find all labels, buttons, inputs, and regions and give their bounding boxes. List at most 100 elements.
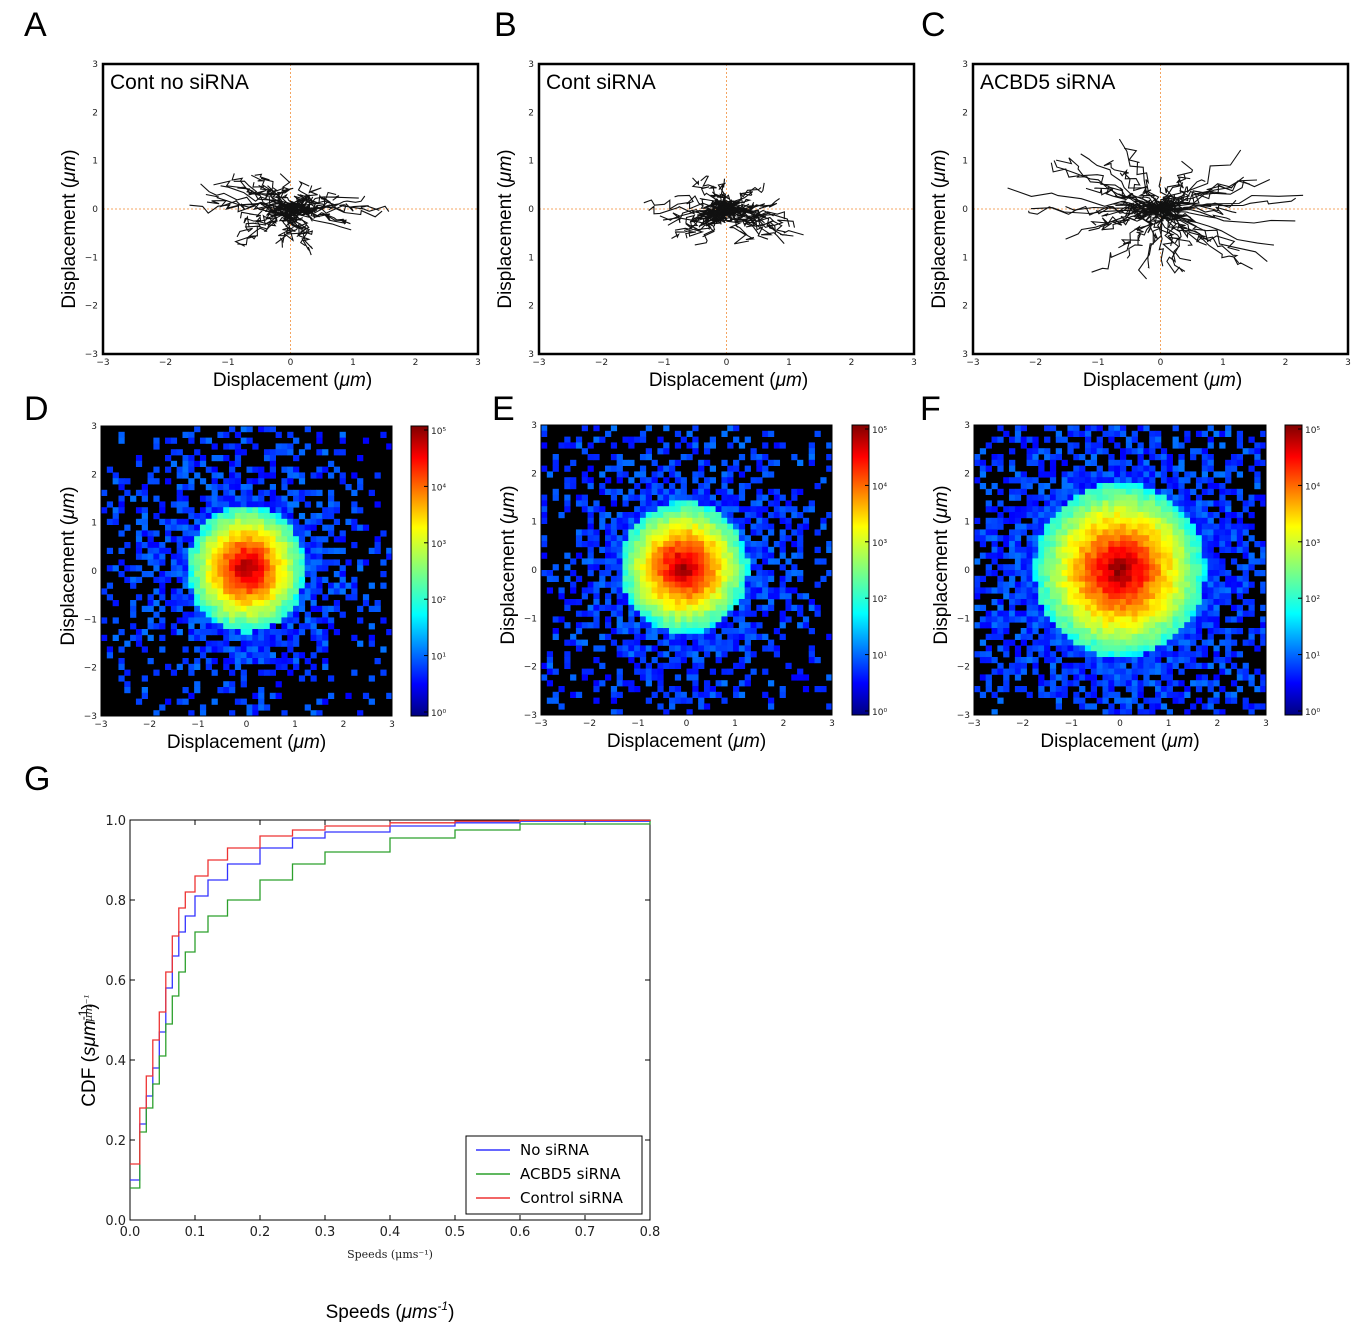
heatmap-cell (628, 564, 635, 571)
heatmap-cell (1149, 610, 1156, 617)
heatmap-cell (252, 617, 259, 624)
heatmap-cell (1137, 535, 1144, 542)
heatmap-cell (1201, 541, 1208, 548)
heatmap-cell (275, 530, 282, 537)
heatmap-cell (692, 535, 699, 542)
trajectory (1091, 208, 1161, 273)
heatmap-cell (541, 662, 548, 669)
y-tick-label: 0 (964, 566, 970, 576)
heatmap-cell (211, 617, 218, 624)
heatmap-cell (1149, 541, 1156, 548)
heatmap-cell (997, 436, 1004, 443)
heatmap-cell (1248, 604, 1255, 611)
heatmap-cell (616, 651, 623, 658)
heatmap-cell (1166, 610, 1173, 617)
heatmap-cell (1102, 691, 1109, 698)
y-tick-label: 1 (91, 519, 97, 529)
x-tick-label: 0.4 (380, 1225, 401, 1240)
heatmap-cell (199, 530, 207, 537)
trajectory (213, 180, 291, 210)
heatmap-cell (170, 437, 178, 444)
heatmap-cell (287, 571, 294, 578)
heatmap-cell (1061, 500, 1068, 507)
heatmap-cell (733, 645, 740, 652)
heatmap-cell (663, 488, 670, 495)
heatmap-cell (281, 495, 288, 502)
heatmap-cell (610, 529, 618, 536)
heatmap-cell (374, 542, 381, 549)
heatmap-cell (1184, 622, 1191, 629)
heatmap-cell (345, 594, 352, 601)
heatmap-cell (756, 500, 763, 507)
heatmap-cell (1079, 697, 1086, 704)
heatmap-cell (1125, 651, 1133, 658)
heatmap-cell (1172, 465, 1179, 472)
heatmap-cell (1260, 558, 1267, 565)
heatmap-cell (599, 570, 606, 577)
heatmap-cell (1160, 494, 1168, 501)
heatmap-cell (674, 494, 682, 501)
heatmap-cell (1120, 488, 1127, 495)
heatmap-cell (106, 466, 114, 473)
heatmap-cell (1114, 633, 1121, 640)
heatmap-cell (1137, 541, 1144, 548)
heatmap-cell (112, 513, 119, 520)
trajectory (286, 185, 322, 210)
heatmap-cell (1032, 657, 1039, 664)
heatmap-cell (645, 581, 652, 588)
heatmap-cell (570, 459, 577, 466)
heatmap-cell (1219, 639, 1226, 646)
heatmap-cell (1055, 645, 1062, 652)
heatmap-cell (380, 431, 387, 438)
heatmap-cell (159, 547, 166, 554)
heatmap-cell (147, 472, 154, 479)
heatmap-cell (634, 529, 641, 536)
heatmap-cell (721, 494, 728, 501)
heatmap-cell (1131, 552, 1138, 559)
heatmap-cell (194, 629, 201, 636)
heatmap-cell (1014, 529, 1022, 536)
heatmap-cell (176, 698, 183, 705)
heatmap-cell (211, 605, 218, 612)
heatmap-cell (1219, 662, 1226, 669)
heatmap-cell (1079, 599, 1086, 606)
heatmap-cell (808, 599, 815, 606)
heatmap-cell (304, 542, 311, 549)
heatmap-cell (727, 604, 734, 611)
heatmap-cell (733, 494, 740, 501)
heatmap-cell (1207, 639, 1214, 646)
heatmap-cell (680, 645, 687, 652)
heatmap-cell (1108, 488, 1115, 495)
heatmap-cell (327, 513, 335, 520)
heatmap-cell (558, 703, 565, 710)
heatmap-cell (1230, 512, 1238, 519)
heatmap-cell (246, 658, 253, 665)
heatmap-cell (979, 639, 987, 646)
heatmap-cell (721, 645, 728, 652)
heatmap-cell (767, 523, 775, 530)
heatmap-cell (1172, 546, 1179, 553)
heatmap-cell (159, 559, 166, 566)
heatmap-cell (293, 542, 300, 549)
heatmap-cell (552, 564, 559, 571)
heatmap-cell (628, 587, 635, 594)
heatmap-cell (124, 524, 131, 531)
heatmap-cell (1032, 546, 1039, 553)
heatmap-cell (674, 628, 682, 635)
heatmap-cell (1242, 581, 1249, 588)
heatmap-cell (165, 547, 172, 554)
heatmap-cell (141, 692, 148, 699)
heatmap-cell (205, 513, 212, 520)
heatmap-cell (564, 494, 571, 501)
heatmap-cell (1020, 633, 1027, 640)
heatmap-cell (194, 611, 201, 618)
heatmap-cell (275, 559, 282, 566)
heatmap-cell (744, 639, 751, 646)
colorbar-tick-label: 10³ (1305, 539, 1320, 549)
heatmap-cell (1201, 471, 1208, 478)
heatmap-cell (1125, 448, 1133, 455)
heatmap-cell (669, 616, 676, 623)
heatmap-cell (1230, 546, 1238, 553)
heatmap-cell (709, 599, 716, 606)
heatmap-cell (1114, 691, 1121, 698)
